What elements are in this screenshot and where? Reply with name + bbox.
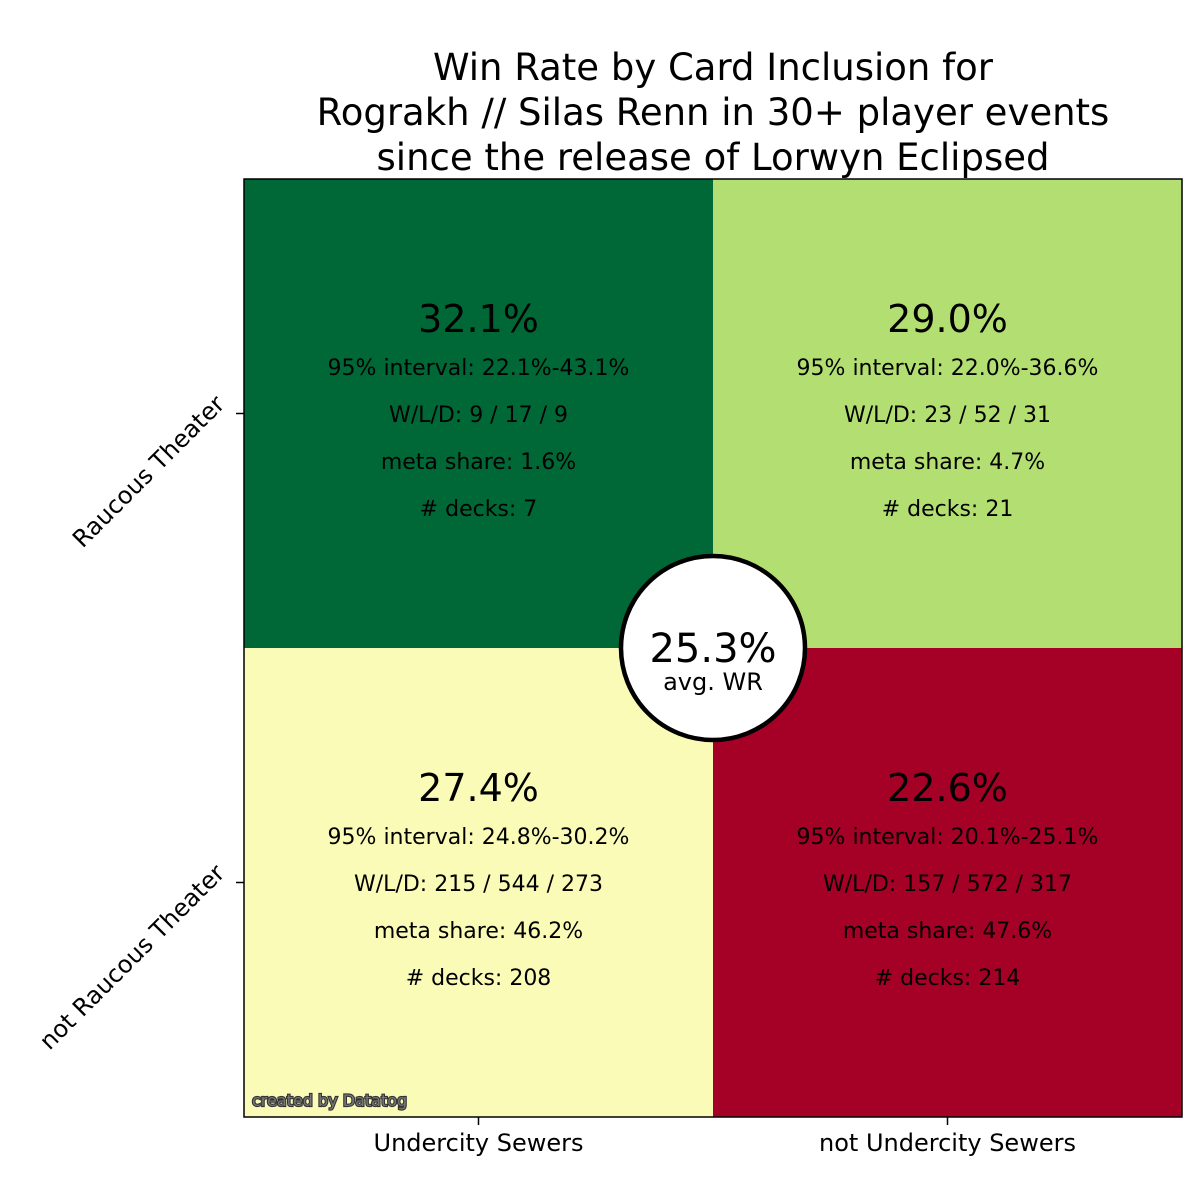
watermark-text: created by Datatog	[252, 1091, 407, 1110]
cell-win-rate: 32.1%	[418, 297, 539, 341]
cell-interval: 95% interval: 24.8%-30.2%	[328, 825, 630, 850]
cell-interval: 95% interval: 20.1%-25.1%	[797, 825, 1099, 850]
x-tick-label: not Undercity Sewers	[819, 1129, 1076, 1157]
average-value: 25.3%	[649, 626, 776, 672]
cell-wld: W/L/D: 157 / 572 / 317	[823, 872, 1072, 897]
cell-decks: # decks: 208	[406, 966, 552, 991]
heatmap-cell: 27.4% 95% interval: 24.8%-30.2% W/L/D: 215…	[244, 648, 713, 1117]
cell-meta-share: meta share: 46.2%	[374, 919, 583, 944]
heatmap-cells: 32.1% 95% interval: 22.1%-43.1% W/L/D: 9 /…	[244, 179, 1182, 1117]
cell-decks: # decks: 7	[420, 497, 538, 522]
cell-win-rate: 27.4%	[418, 766, 539, 810]
title-line: Win Rate by Card Inclusion for	[433, 46, 994, 89]
cell-decks: # decks: 21	[882, 497, 1014, 522]
cell-meta-share: meta share: 47.6%	[843, 919, 1052, 944]
cell-background	[244, 648, 713, 1117]
cell-background	[713, 648, 1182, 1117]
cell-wld: W/L/D: 23 / 52 / 31	[844, 403, 1051, 428]
cell-meta-share: meta share: 1.6%	[381, 450, 576, 475]
heatmap-cell: 22.6% 95% interval: 20.1%-25.1% W/L/D: 157…	[713, 648, 1182, 1117]
watermark: created by Datatog	[251, 1090, 408, 1111]
cell-wld: W/L/D: 215 / 544 / 273	[354, 872, 603, 897]
cell-win-rate: 22.6%	[887, 766, 1008, 810]
heatmap-cell: 29.0% 95% interval: 22.0%-36.6% W/L/D: 23 …	[713, 179, 1182, 648]
x-tick-label: Undercity Sewers	[374, 1129, 584, 1157]
cell-win-rate: 29.0%	[887, 297, 1008, 341]
heatmap-cell: 32.1% 95% interval: 22.1%-43.1% W/L/D: 9 /…	[244, 179, 713, 648]
average-badge: 25.3% avg. WR	[618, 553, 808, 743]
y-tick-label: not Raucous Theater	[34, 859, 230, 1055]
cell-background	[244, 179, 713, 648]
plot-frame	[243, 178, 1183, 1118]
cell-meta-share: meta share: 4.7%	[850, 450, 1045, 475]
average-circle	[618, 553, 808, 743]
average-label: avg. WR	[663, 668, 763, 696]
title-line: since the release of Lorwyn Eclipsed	[377, 136, 1050, 179]
cell-decks: # decks: 214	[875, 966, 1021, 991]
cell-background	[713, 179, 1182, 648]
title-line: Rograkh // Silas Renn in 30+ player even…	[317, 91, 1110, 134]
cell-wld: W/L/D: 9 / 17 / 9	[389, 403, 568, 428]
y-tick-label: Raucous Theater	[67, 390, 230, 553]
cell-interval: 95% interval: 22.1%-43.1%	[328, 356, 630, 381]
cell-interval: 95% interval: 22.0%-36.6%	[797, 356, 1099, 381]
